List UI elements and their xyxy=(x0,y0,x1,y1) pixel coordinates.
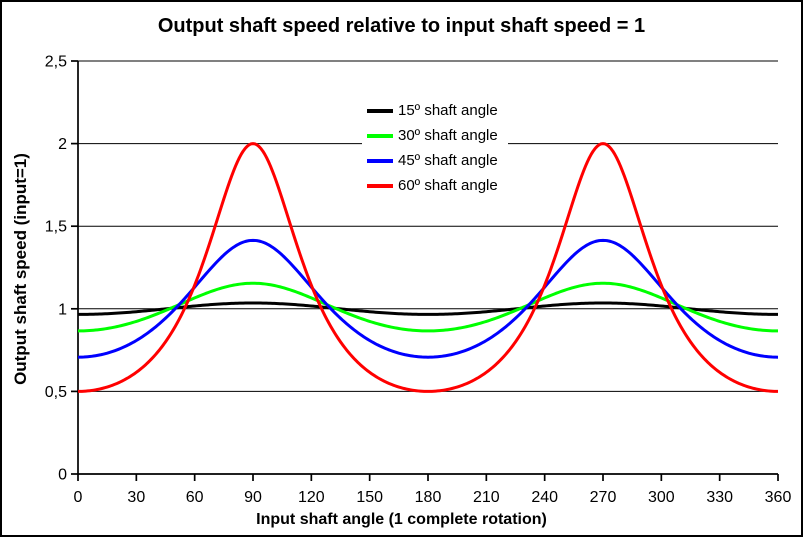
series-line-15deg xyxy=(78,301,778,316)
legend-label-60deg: 60º shaft angle xyxy=(398,177,498,194)
x-tick-label: 0 xyxy=(74,489,83,506)
y-tick-label: 2 xyxy=(58,136,67,153)
x-tick-label: 120 xyxy=(298,489,325,506)
y-tick-label: 1,5 xyxy=(45,219,67,236)
series-line-60deg xyxy=(77,142,779,393)
x-tick-label: 210 xyxy=(473,489,500,506)
legend-label-15deg: 15º shaft angle xyxy=(398,102,498,119)
legend-label-45deg: 45º shaft angle xyxy=(398,152,498,169)
legend-item-45deg: 45º shaft angle xyxy=(367,148,498,173)
x-tick-label: 150 xyxy=(356,489,383,506)
legend-swatch-15deg xyxy=(367,108,393,113)
series-line-30deg xyxy=(77,281,779,333)
x-tick-label: 330 xyxy=(706,489,733,506)
x-tick-label: 300 xyxy=(648,489,675,506)
legend: 15º shaft angle 30º shaft angle 45º shaf… xyxy=(362,95,508,201)
x-tick-label: 60 xyxy=(186,489,204,506)
y-tick-label: 0 xyxy=(58,467,67,484)
legend-swatch-45deg xyxy=(367,158,393,163)
chart-border xyxy=(0,0,803,537)
x-axis-title: Input shaft angle (1 complete rotation) xyxy=(256,511,547,528)
x-tick-label: 30 xyxy=(127,489,145,506)
x-tick-label: 360 xyxy=(765,489,792,506)
legend-item-15deg: 15º shaft angle xyxy=(367,98,498,123)
legend-label-30deg: 30º shaft angle xyxy=(398,127,498,144)
legend-item-60deg: 60º shaft angle xyxy=(367,173,498,198)
x-tick-label: 270 xyxy=(590,489,617,506)
legend-swatch-60deg xyxy=(367,183,393,188)
y-tick-label: 1 xyxy=(58,301,67,318)
chart-title: Output shaft speed relative to input sha… xyxy=(157,15,646,37)
legend-swatch-30deg xyxy=(367,133,393,138)
x-tick-label: 180 xyxy=(415,489,442,506)
x-tick-label: 90 xyxy=(244,489,262,506)
y-tick-label: 0,5 xyxy=(45,384,67,401)
series-line-45deg xyxy=(77,238,779,359)
y-tick-label: 2,5 xyxy=(45,54,67,71)
x-tick-label: 240 xyxy=(531,489,558,506)
legend-item-30deg: 30º shaft angle xyxy=(367,123,498,148)
